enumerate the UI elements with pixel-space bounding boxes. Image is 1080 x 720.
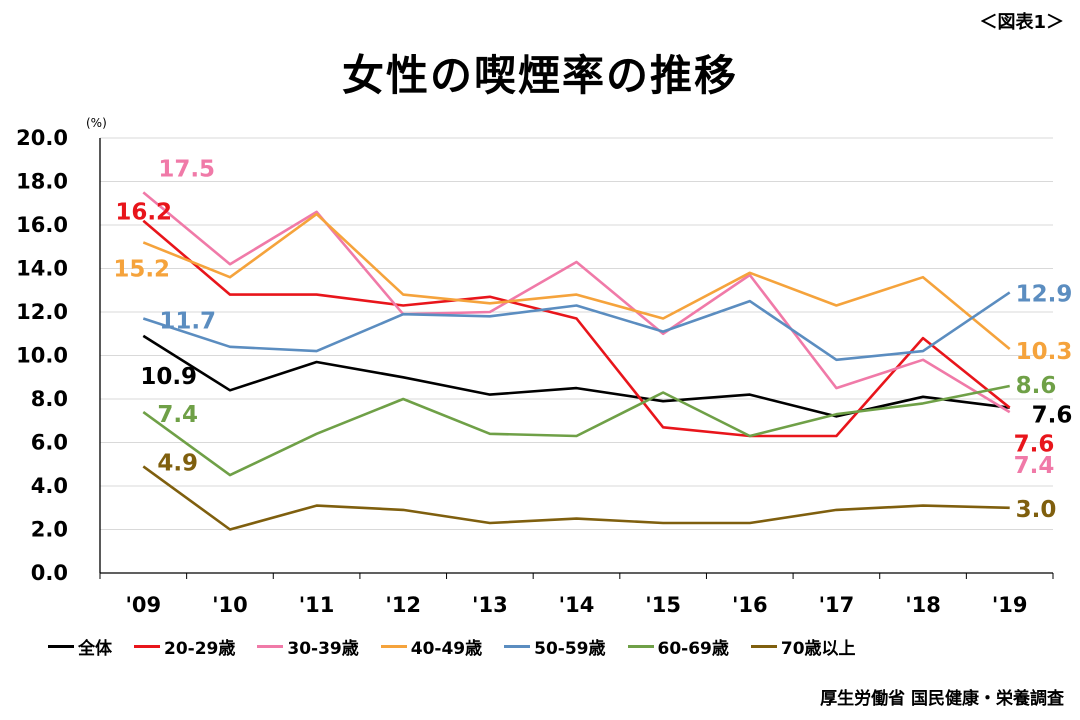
legend-item: 70歳以上: [750, 634, 856, 659]
y-tick-label: 4.0: [31, 474, 68, 498]
legend-label: 40-49歳: [410, 639, 483, 659]
y-tick-label: 8.0: [31, 387, 68, 411]
x-tick-label: '19: [992, 593, 1028, 617]
x-tick-label: '12: [385, 593, 421, 617]
chart-title: 女性の喫煙率の推移: [341, 51, 738, 100]
legend-item: 20-29歳: [134, 634, 235, 659]
data-label-start: 17.5: [158, 156, 215, 182]
source-note: 厚生労働省 国民健康・栄養調査: [820, 689, 1064, 709]
y-tick-label: 20.0: [16, 126, 68, 150]
series-line: [142, 219, 1011, 438]
legend-label: 30-39歳: [287, 639, 359, 659]
x-tick-label: '18: [905, 593, 941, 617]
x-tick-label: '13: [472, 593, 508, 617]
legend-swatch: [257, 645, 284, 648]
figure-label: ＜図表1＞: [979, 12, 1064, 33]
legend-label: 20-29歳: [164, 639, 236, 659]
legend-label: 50-59歳: [534, 639, 606, 659]
data-label-end: 10.3: [1016, 339, 1073, 365]
y-tick-label: 0.0: [31, 561, 68, 585]
x-tick-label: '17: [819, 593, 855, 617]
y-tick-label: 16.0: [16, 213, 68, 237]
data-label-end: 12.9: [1016, 281, 1073, 307]
legend-swatch: [380, 645, 407, 648]
legend-swatch: [134, 645, 160, 648]
data-label-end: 7.4: [1014, 453, 1055, 479]
grid-lines: [100, 137, 1053, 530]
data-label-start: 10.9: [140, 364, 197, 390]
legend-swatch: [48, 645, 74, 648]
x-tick-label: '15: [645, 593, 681, 617]
legend-item: 30-39歳: [257, 634, 359, 659]
series-line: [142, 291, 1011, 362]
legend: 全体 20-29歳 30-39歳 40-49歳 50-59歳 60-69歳 70歳以上: [48, 634, 856, 659]
data-label-start: 7.4: [157, 402, 198, 428]
legend-label: 70歳以上: [780, 639, 856, 659]
legend-item: 全体: [48, 634, 112, 659]
data-label-end: 3.0: [1016, 497, 1057, 523]
x-tick-label: '14: [559, 593, 595, 617]
line-chart: 0.0 2.0 4.0 6.0 8.0 10.0 12.0 14.0 16.0 18.0 20.0 (…: [16, 116, 1072, 617]
data-label-start: 16.2: [115, 200, 172, 226]
data-labels: 10.9 7.6 16.2 7.6 17.5 7.4 15.2 10.3 11.7 12.9 7.4…: [113, 156, 1072, 522]
series-line: [142, 384, 1010, 477]
data-label-end: 7.6: [1014, 432, 1055, 458]
x-tick-label: '09: [125, 593, 161, 617]
axes: 0.0 2.0 4.0 6.0 8.0 10.0 12.0 14.0 16.0 18.0 20.0 (…: [16, 116, 1054, 617]
series-line: [142, 191, 1011, 414]
legend-swatch: [504, 645, 531, 648]
y-tick-label: 2.0: [31, 518, 68, 542]
x-tick-label: '10: [212, 593, 248, 617]
series-line: [142, 212, 1011, 351]
data-label-start: 4.9: [157, 450, 198, 476]
y-tick-label: 12.0: [16, 300, 68, 324]
y-tick-label: 18.0: [16, 170, 68, 194]
legend-item: 50-59歳: [504, 634, 606, 659]
legend-swatch: [750, 645, 777, 648]
y-tick-label: 14.0: [16, 257, 68, 281]
data-label-end: 8.6: [1016, 373, 1057, 399]
x-tick-label: '16: [732, 593, 768, 617]
legend-label: 60-69歳: [657, 639, 729, 659]
series-line: [142, 465, 1010, 531]
series-lines: [142, 191, 1011, 531]
y-tick-label: 6.0: [31, 431, 68, 455]
data-label-start: 15.2: [113, 256, 170, 282]
data-label-start: 11.7: [159, 309, 216, 335]
legend-label: 全体: [78, 639, 112, 659]
x-tick-label: '11: [299, 593, 335, 617]
y-unit-label: (%): [86, 116, 107, 130]
y-tick-label: 10.0: [16, 344, 68, 368]
legend-item: 40-49歳: [380, 634, 483, 659]
legend-item: 60-69歳: [627, 634, 729, 659]
legend-swatch: [627, 645, 654, 648]
data-label-end: 7.6: [1032, 403, 1073, 429]
